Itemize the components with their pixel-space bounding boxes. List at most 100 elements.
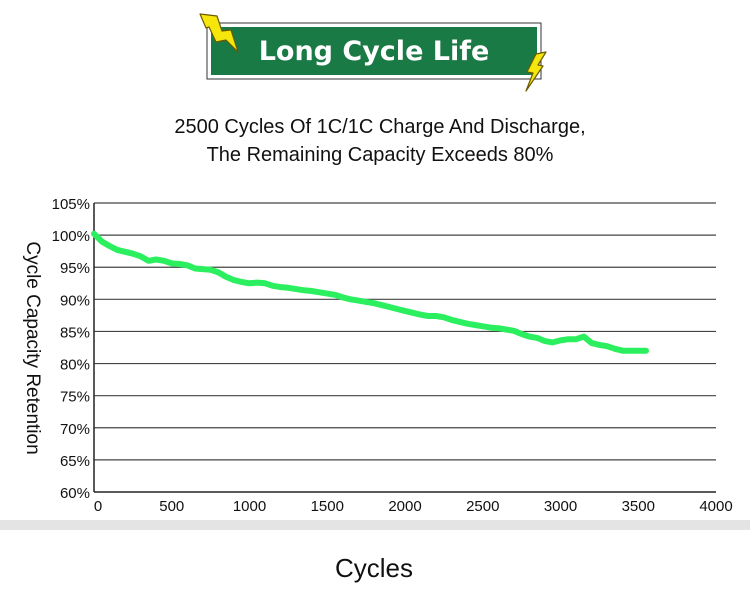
data-point (278, 284, 284, 290)
data-point (161, 258, 167, 264)
data-point (122, 249, 128, 255)
title-badge: Long Cycle Life (199, 13, 547, 92)
data-point (355, 298, 361, 304)
data-point (106, 243, 113, 249)
data-point (293, 286, 299, 292)
data-point (635, 348, 641, 354)
data-point (309, 288, 315, 294)
data-point (550, 339, 556, 345)
x-tick-label: 1500 (311, 498, 344, 515)
data-point (487, 324, 494, 331)
data-point (394, 306, 400, 312)
data-point (340, 294, 346, 301)
x-tick-label: 500 (159, 498, 184, 515)
data-point (363, 299, 369, 305)
y-tick-label: 80% (60, 357, 90, 374)
y-tick-label: 85% (60, 324, 90, 341)
data-point (192, 265, 198, 272)
data-point (573, 336, 579, 342)
badge-background (211, 27, 537, 75)
data-point (254, 280, 260, 286)
y-tick-label: 95% (60, 260, 90, 277)
data-point (402, 308, 408, 314)
series-group (91, 230, 649, 354)
data-point (200, 266, 206, 272)
data-point (239, 279, 245, 285)
data-point (410, 310, 416, 316)
data-point (145, 258, 152, 264)
data-point (643, 348, 649, 354)
data-point (441, 314, 447, 320)
data-point (246, 280, 253, 286)
data-point (519, 331, 525, 337)
x-tick-label: 3500 (622, 498, 655, 515)
y-tick-label: 90% (60, 292, 90, 309)
data-point (464, 321, 470, 327)
x-tick-label: 1000 (233, 498, 266, 515)
footer-band: Cycles (0, 520, 750, 583)
data-point (456, 319, 463, 325)
footer-shadow (0, 520, 750, 530)
data-point (534, 335, 540, 341)
data-point (324, 290, 330, 297)
data-point (620, 348, 626, 354)
data-point (565, 336, 571, 342)
data-point (332, 292, 338, 298)
data-point (114, 247, 120, 253)
data-point (604, 343, 610, 349)
badge-text: Long Cycle Life (259, 36, 490, 67)
x-axis-label: Cycles (335, 553, 413, 583)
grid-lines (94, 202, 716, 461)
data-point (526, 333, 533, 340)
x-tick-label: 0 (94, 498, 102, 515)
data-point (379, 302, 385, 308)
data-point (231, 277, 237, 283)
y-tick-label: 100% (52, 228, 90, 245)
data-point (270, 283, 276, 289)
data-point (215, 269, 221, 275)
data-point (589, 340, 595, 346)
y-tick-label: 65% (60, 453, 90, 470)
data-point (425, 313, 431, 319)
chart-subtitle-line-2: The Remaining Capacity Exceeds 80% (207, 144, 554, 166)
lightning-icon-left (199, 13, 239, 53)
data-point (347, 296, 354, 302)
data-point (480, 323, 486, 329)
y-tick-labels: 60% 65% 70% 75% 80% 85% 90% 95% 100% 105% (52, 196, 90, 502)
data-point (99, 238, 105, 245)
data-point (557, 337, 564, 344)
data-point (138, 253, 144, 259)
data-point (433, 313, 439, 319)
chart-subtitle-line-1: 2500 Cycles Of 1C/1C Charge And Discharg… (174, 116, 585, 138)
data-point (130, 251, 136, 257)
data-point (417, 312, 424, 318)
data-point (208, 267, 214, 273)
data-point (472, 322, 478, 328)
axes (93, 203, 716, 493)
lightning-icon-right (525, 51, 547, 92)
data-point (301, 287, 307, 293)
y-tick-label: 60% (60, 485, 90, 502)
x-tick-label: 2000 (388, 498, 421, 515)
x-tick-label: 3000 (544, 498, 577, 515)
y-axis-label: Cycle Capacity Retention (22, 241, 43, 454)
data-point (627, 348, 634, 354)
data-point (91, 231, 97, 237)
data-point (176, 261, 183, 267)
data-point (612, 346, 618, 352)
data-point (449, 317, 455, 323)
data-point (386, 304, 393, 310)
data-point (495, 325, 501, 331)
data-point (371, 300, 377, 306)
series-line-0 (91, 230, 649, 354)
data-point (262, 280, 268, 286)
data-point (542, 338, 548, 344)
data-point (285, 285, 291, 291)
data-point (503, 326, 509, 333)
y-tick-label: 75% (60, 389, 90, 406)
data-point (153, 256, 159, 263)
data-point (316, 289, 323, 295)
y-tick-label: 105% (52, 196, 90, 213)
x-tick-label: 4000 (699, 498, 732, 515)
